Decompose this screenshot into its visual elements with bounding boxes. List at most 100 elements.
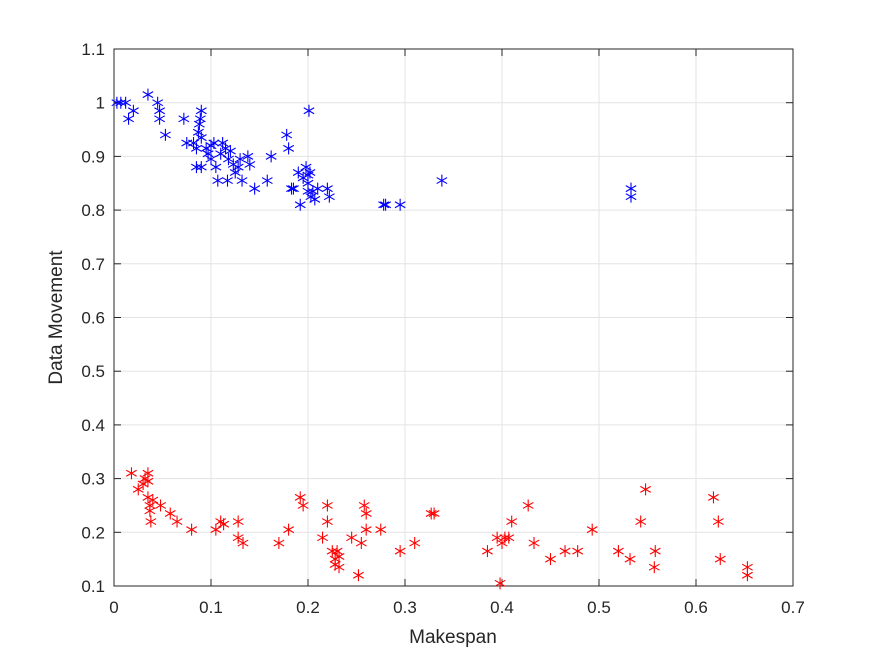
- data-point: [159, 128, 171, 141]
- y-tick-label: 0.3: [81, 470, 105, 489]
- data-point: [333, 550, 345, 563]
- data-point: [212, 174, 224, 187]
- data-point: [218, 518, 230, 531]
- data-point: [190, 161, 202, 174]
- data-point: [741, 569, 753, 582]
- data-point: [205, 153, 217, 166]
- data-point: [297, 499, 309, 512]
- y-tick-label: 0.4: [81, 416, 105, 435]
- data-point: [142, 88, 154, 101]
- x-tick-label: 0.3: [393, 598, 417, 617]
- x-tick-label: 0: [109, 598, 118, 617]
- data-point: [640, 483, 652, 496]
- data-point: [714, 553, 726, 566]
- data-point: [273, 537, 285, 550]
- x-axis-title: Makespan: [409, 627, 497, 648]
- data-point: [358, 499, 370, 512]
- data-point: [428, 507, 440, 520]
- data-point: [612, 545, 624, 558]
- data-point: [210, 161, 222, 174]
- x-tick-label: 0.1: [199, 598, 223, 617]
- data-point: [559, 545, 571, 558]
- x-tick-label: 0.2: [296, 598, 320, 617]
- y-tick-label: 0.2: [81, 523, 105, 542]
- data-point: [572, 545, 584, 558]
- data-point: [224, 145, 236, 158]
- data-point: [215, 147, 227, 160]
- data-point: [355, 537, 367, 550]
- data-point: [234, 153, 246, 166]
- data-point: [144, 504, 156, 517]
- data-point: [409, 537, 421, 550]
- data-point: [394, 545, 406, 558]
- data-point: [222, 174, 233, 187]
- x-tick-label: 0.6: [684, 598, 708, 617]
- data-point: [195, 161, 207, 174]
- data-point: [494, 577, 506, 590]
- data-point: [321, 515, 333, 528]
- data-point: [186, 523, 198, 536]
- data-points: [111, 88, 753, 590]
- data-point: [193, 118, 205, 131]
- data-point: [425, 507, 437, 520]
- data-point: [287, 182, 299, 195]
- data-point: [378, 198, 390, 211]
- data-point: [210, 523, 222, 536]
- data-point: [635, 515, 647, 528]
- data-point: [360, 523, 372, 536]
- data-point: [707, 491, 719, 504]
- y-tick-label: 0.6: [81, 309, 105, 328]
- data-point: [436, 174, 448, 187]
- data-point: [304, 166, 316, 179]
- y-tick-label: 0.7: [81, 255, 105, 274]
- y-tick-label: 0.8: [81, 201, 105, 220]
- data-point: [232, 161, 244, 174]
- data-point: [123, 112, 135, 125]
- data-point: [283, 523, 295, 536]
- data-point: [147, 494, 159, 507]
- data-point: [506, 515, 518, 528]
- data-point: [360, 507, 372, 520]
- data-point: [303, 104, 315, 117]
- data-point: [145, 515, 157, 528]
- data-point: [178, 112, 190, 125]
- data-point: [142, 475, 154, 488]
- data-point: [648, 561, 660, 574]
- data-point: [326, 545, 338, 558]
- data-point: [232, 531, 244, 544]
- data-point: [283, 142, 295, 155]
- data-point: [375, 523, 387, 536]
- x-tick-label: 0.4: [490, 598, 514, 617]
- data-point: [321, 182, 333, 195]
- data-point: [624, 553, 636, 566]
- y-axis-title: Data Movement: [46, 250, 67, 385]
- data-point: [503, 531, 515, 544]
- data-point: [171, 515, 183, 528]
- data-point: [625, 190, 637, 203]
- data-point: [294, 491, 306, 504]
- data-point: [164, 507, 176, 520]
- data-point: [236, 174, 248, 187]
- data-point: [309, 193, 321, 206]
- data-point: [120, 96, 132, 109]
- data-point: [394, 198, 406, 211]
- data-point: [265, 150, 277, 163]
- data-point: [545, 553, 556, 566]
- y-tick-label: 0.1: [81, 577, 105, 596]
- data-point: [249, 182, 261, 195]
- data-point: [528, 537, 540, 550]
- data-point: [352, 569, 364, 582]
- data-point: [154, 112, 166, 125]
- data-point: [152, 96, 164, 109]
- data-point: [125, 467, 137, 480]
- data-point: [522, 499, 534, 512]
- data-point: [481, 545, 493, 558]
- x-tick-label: 0.5: [587, 598, 611, 617]
- x-tick-label: 0.7: [781, 598, 805, 617]
- data-point: [333, 561, 345, 574]
- data-point: [712, 515, 724, 528]
- data-point: [127, 104, 139, 117]
- data-point: [132, 483, 144, 496]
